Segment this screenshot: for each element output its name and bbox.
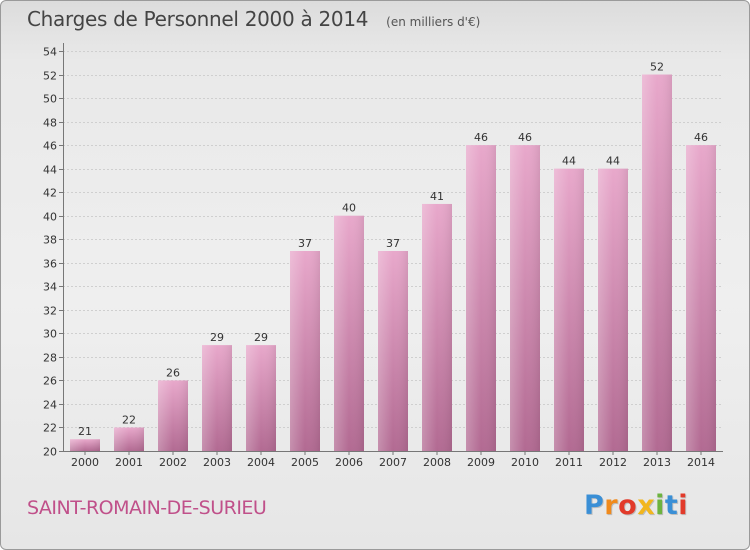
y-tick-label: 32 bbox=[43, 305, 57, 318]
value-label: 29 bbox=[254, 331, 268, 344]
x-tick-label: 2000 bbox=[71, 456, 99, 469]
bar-shading bbox=[290, 251, 320, 451]
y-tick-label: 46 bbox=[43, 140, 57, 153]
value-label: 26 bbox=[166, 366, 180, 379]
x-tick-label: 2001 bbox=[115, 456, 143, 469]
y-tick-label: 44 bbox=[43, 164, 57, 177]
y-tick-label: 48 bbox=[43, 117, 57, 130]
bar-shading bbox=[158, 380, 188, 451]
axes bbox=[59, 43, 723, 455]
value-label: 21 bbox=[78, 425, 92, 438]
y-tick-label: 36 bbox=[43, 258, 57, 271]
y-tick-label: 30 bbox=[43, 328, 57, 341]
x-tick-label: 2008 bbox=[423, 456, 451, 469]
bar-shading bbox=[334, 215, 364, 451]
y-tick-label: 22 bbox=[43, 422, 57, 435]
y-tick-label: 54 bbox=[43, 46, 57, 59]
logo-letter: x bbox=[637, 490, 656, 521]
bar-shading bbox=[642, 74, 672, 451]
value-label: 41 bbox=[430, 190, 444, 203]
bar-shading bbox=[422, 203, 452, 451]
x-tick-label: 2010 bbox=[511, 456, 539, 469]
bar-shading bbox=[554, 168, 584, 451]
y-tick-label: 24 bbox=[43, 399, 57, 412]
x-tick-label: 2012 bbox=[599, 456, 627, 469]
proxiti-logo: Proxiti bbox=[584, 490, 688, 521]
labels: 20 22 24 26 28 30 32 34 36 38 40 42 44 46 48 50 52 54 21 20… bbox=[43, 46, 715, 470]
value-label: 37 bbox=[386, 237, 400, 250]
commune-name: SAINT-ROMAIN-DE-SURIEU bbox=[27, 497, 267, 519]
bar-shading bbox=[378, 251, 408, 451]
x-tick-label: 2011 bbox=[555, 456, 583, 469]
value-label: 37 bbox=[298, 237, 312, 250]
y-tick-label: 28 bbox=[43, 352, 57, 365]
bar-shading bbox=[246, 345, 276, 451]
x-tick-label: 2009 bbox=[467, 456, 495, 469]
bars bbox=[70, 74, 716, 451]
x-tick-label: 2002 bbox=[159, 456, 187, 469]
y-tick-label: 40 bbox=[43, 211, 57, 224]
bar-shading bbox=[466, 145, 496, 451]
y-tick-label: 38 bbox=[43, 234, 57, 247]
value-label: 52 bbox=[650, 61, 664, 74]
x-tick-label: 2004 bbox=[247, 456, 275, 469]
x-tick-label: 2003 bbox=[203, 456, 231, 469]
bar-shading bbox=[598, 168, 628, 451]
bar-shading bbox=[202, 345, 232, 451]
bar-shading bbox=[686, 145, 716, 451]
bar-shading bbox=[70, 439, 100, 451]
x-tick-label: 2005 bbox=[291, 456, 319, 469]
value-label: 29 bbox=[210, 331, 224, 344]
y-tick-label: 26 bbox=[43, 375, 57, 388]
logo-letter: i bbox=[655, 490, 665, 521]
x-tick-label: 2006 bbox=[335, 456, 363, 469]
bar-shading bbox=[510, 145, 540, 451]
chart-title-text: Charges de Personnel 2000 à 2014 bbox=[27, 7, 369, 31]
logo-letter: i bbox=[678, 490, 689, 521]
logo-letter: P bbox=[584, 490, 605, 521]
y-tick-label: 42 bbox=[43, 187, 57, 200]
logo-letter: o bbox=[618, 490, 638, 521]
chart-subtitle: (en milliers d'€) bbox=[386, 15, 481, 29]
value-label: 22 bbox=[122, 413, 136, 426]
value-label: 44 bbox=[606, 155, 620, 168]
value-label: 46 bbox=[518, 131, 532, 144]
value-label: 46 bbox=[474, 131, 488, 144]
y-tick-label: 20 bbox=[43, 446, 57, 459]
chart-title: Charges de Personnel 2000 à 2014 (en mill… bbox=[27, 7, 480, 31]
y-tick-label: 34 bbox=[43, 281, 57, 294]
logo-letter: r bbox=[604, 490, 619, 521]
x-tick-label: 2013 bbox=[643, 456, 671, 469]
y-tick-label: 50 bbox=[43, 93, 57, 106]
bar-shading bbox=[114, 427, 144, 451]
value-label: 40 bbox=[342, 202, 356, 215]
x-tick-label: 2014 bbox=[687, 456, 715, 469]
x-tick-label: 2007 bbox=[379, 456, 407, 469]
value-label: 44 bbox=[562, 155, 576, 168]
y-tick-label: 52 bbox=[43, 70, 57, 83]
value-label: 46 bbox=[694, 131, 708, 144]
logo-letter: t bbox=[664, 490, 679, 521]
